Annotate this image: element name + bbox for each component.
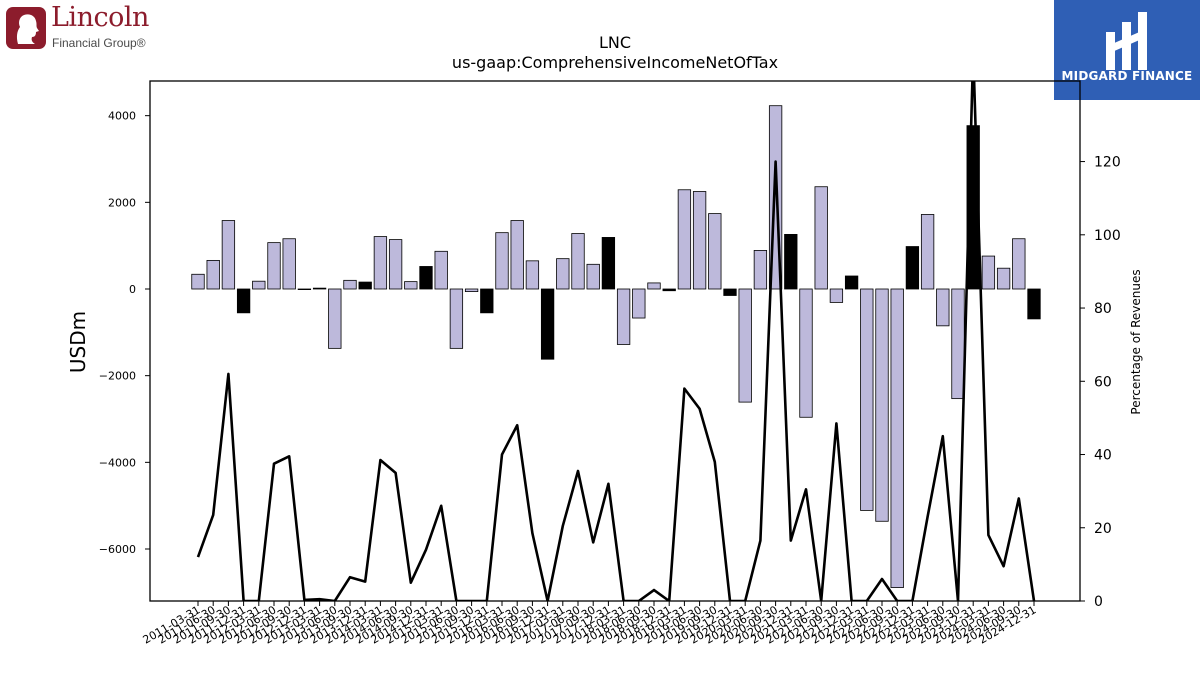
bar [692, 191, 707, 290]
bar [829, 288, 844, 303]
bar [708, 213, 722, 290]
bar [434, 250, 448, 290]
y2-tick-label: 80 [1094, 301, 1112, 317]
bar [297, 288, 312, 291]
bar [236, 288, 251, 314]
bar [282, 238, 296, 290]
bar [1012, 238, 1026, 290]
bar [525, 260, 540, 290]
bar [586, 263, 600, 290]
bar [784, 233, 798, 290]
y-tick-label: 4000 [108, 110, 136, 123]
bar [571, 233, 585, 290]
percentage-line [196, 81, 1036, 601]
bars-layer [191, 105, 1041, 588]
bar [601, 237, 616, 290]
bar [799, 288, 813, 418]
lincoln-seal-icon [6, 7, 46, 49]
bar [905, 246, 920, 290]
bar [860, 288, 874, 511]
midgard-logo-name: MIDGARD FINANCE [1061, 69, 1193, 83]
bar [738, 288, 752, 403]
bar [358, 281, 372, 290]
y-tick-label: −6000 [99, 543, 136, 556]
bar [556, 258, 570, 290]
bar [252, 280, 266, 290]
bar [419, 266, 433, 290]
bar [404, 281, 418, 290]
bar [388, 239, 403, 290]
bar [1027, 288, 1041, 320]
bar [191, 273, 205, 290]
midgard-finance-logo: MIDGARD FINANCE [1054, 0, 1200, 100]
axes-layer: −6000−4000−20000200040000204060801001202… [99, 80, 1121, 647]
bar [875, 288, 889, 522]
bar [328, 288, 342, 349]
bar [632, 288, 646, 319]
y-tick-label: 2000 [108, 196, 136, 209]
y2-tick-label: 40 [1094, 448, 1112, 464]
y2-tick-label: 100 [1094, 228, 1121, 244]
y-tick-label: −2000 [99, 370, 136, 383]
bar [920, 214, 935, 290]
bar [267, 242, 281, 290]
line-layer [196, 81, 1036, 601]
y2-axis-label: Percentage of Revenues [1129, 269, 1143, 414]
bar [495, 232, 509, 290]
y2-tick-label: 20 [1094, 521, 1112, 537]
bar [464, 288, 479, 292]
bar [981, 255, 996, 290]
bar [540, 288, 555, 360]
bar [343, 279, 357, 290]
y2-tick-label: 60 [1094, 374, 1112, 390]
lincoln-logo-name: Lincoln [51, 2, 149, 33]
lincoln-logo-subtitle: Financial Group® [52, 36, 146, 50]
bar [312, 287, 327, 290]
bar [814, 186, 828, 290]
bar [221, 220, 236, 290]
y2-tick-label: 0 [1094, 594, 1103, 610]
bar [647, 282, 661, 290]
bar [662, 288, 676, 292]
chart-title: LNC [599, 33, 631, 52]
y-axis-label: USDm [66, 311, 90, 373]
y-tick-label: 0 [129, 283, 136, 296]
bar [723, 288, 737, 296]
bar [753, 250, 768, 290]
bar [616, 288, 631, 345]
y-tick-label: −4000 [99, 456, 136, 469]
bar [936, 288, 950, 327]
y2-tick-label: 120 [1094, 155, 1121, 171]
bar [890, 288, 904, 588]
bar [373, 236, 388, 290]
bar [510, 220, 524, 290]
chart-subtitle: us-gaap:ComprehensiveIncomeNetOfTax [452, 53, 778, 72]
plot-frame [149, 80, 1081, 602]
bar [677, 189, 692, 290]
bar [996, 267, 1011, 290]
bar [480, 288, 494, 314]
lincoln-logo: Lincoln Financial Group® [4, 2, 154, 50]
bar [844, 275, 859, 290]
midgard-mark-icon [1106, 12, 1147, 70]
bar [206, 259, 220, 290]
bar [449, 288, 464, 349]
bar [951, 288, 965, 400]
